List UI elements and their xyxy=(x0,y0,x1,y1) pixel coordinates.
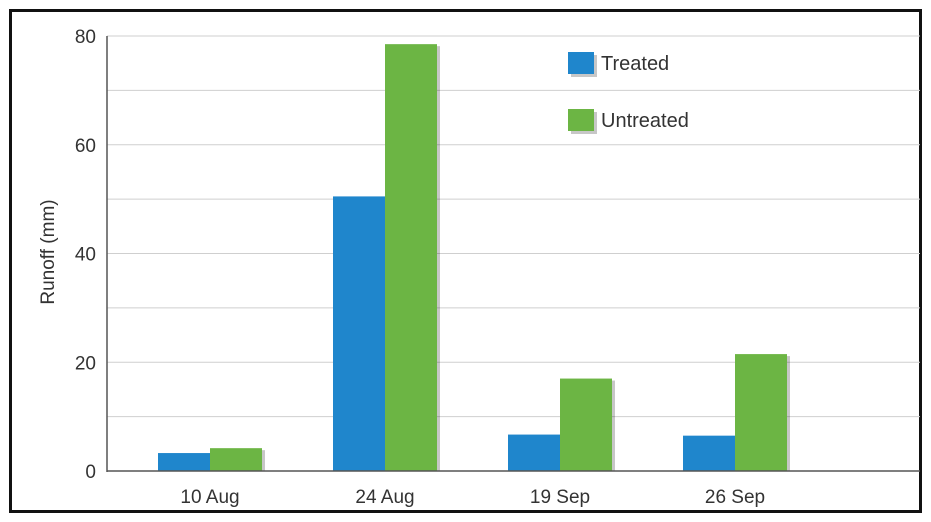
bar xyxy=(560,378,612,471)
x-tick-label: 24 Aug xyxy=(355,487,414,508)
bar xyxy=(683,435,735,471)
bar xyxy=(210,448,262,471)
tick-labels: 0 20 40 60 80 10 Aug 24 Aug 19 Sep 26 Sep xyxy=(75,27,765,508)
x-tick-label: 19 Sep xyxy=(530,487,590,508)
bar xyxy=(508,434,560,471)
legend: Treated Untreated xyxy=(568,52,689,134)
axes xyxy=(106,36,920,472)
bar xyxy=(333,196,385,471)
y-axis-label: Runoff (mm) xyxy=(38,199,59,304)
y-tick-label: 40 xyxy=(75,245,96,266)
bar xyxy=(385,44,437,471)
legend-swatch xyxy=(568,52,594,74)
bar xyxy=(735,354,787,471)
y-tick-label: 20 xyxy=(75,353,96,374)
legend-label: Untreated xyxy=(601,110,689,132)
bar xyxy=(158,453,210,471)
y-tick-label: 0 xyxy=(85,462,96,483)
gridlines xyxy=(107,35,920,418)
legend-swatch xyxy=(568,109,594,131)
x-tick-label: 26 Sep xyxy=(705,487,765,508)
x-tick-label: 10 Aug xyxy=(180,487,239,508)
y-tick-label: 80 xyxy=(75,27,96,48)
legend-label: Treated xyxy=(601,53,669,75)
y-tick-label: 60 xyxy=(75,136,96,157)
bars xyxy=(158,44,790,471)
